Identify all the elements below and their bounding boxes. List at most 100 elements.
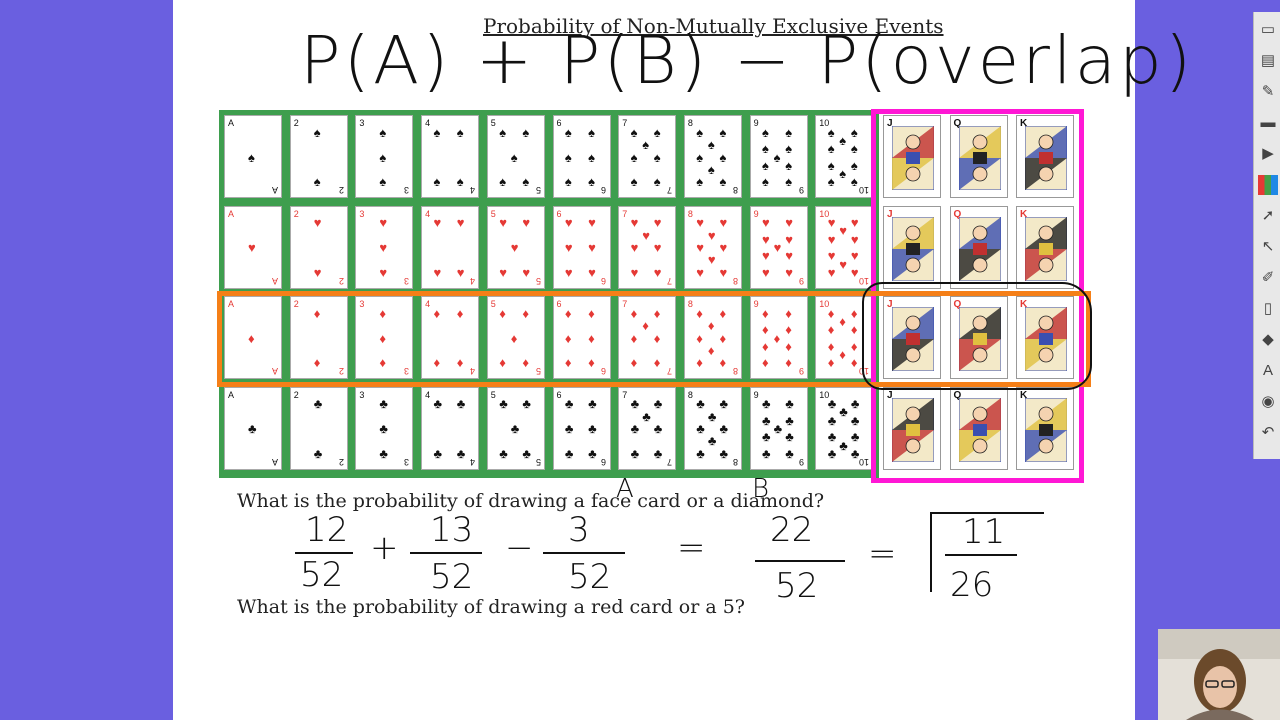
face-card: Q — [949, 115, 1008, 198]
suit-pip-icon: ♠ — [588, 124, 595, 140]
card-rank-label: 5 — [490, 299, 496, 309]
suit-pip-icon: ♠ — [761, 157, 769, 173]
overlap-circle — [862, 282, 1092, 390]
file-icon[interactable]: ▭ — [1260, 21, 1276, 38]
suit-pip-icon: ♠ — [696, 124, 704, 140]
suit-pip-icon: ♠ — [499, 174, 507, 190]
suit-pip-icon: ♣ — [522, 396, 531, 412]
card-rank-label: 5 — [490, 118, 496, 128]
suit-pip-icon: ♠ — [785, 174, 793, 190]
playing-card: 10 10 ♥ ♥ ♥ ♥ ♥ ♥ ♥ ♥ ♥ ♥ — [815, 205, 874, 289]
minus-sign: − — [505, 528, 534, 568]
playing-card: 7 7 ♠ ♠ ♠ ♠ ♠ ♠ ♠ — [618, 115, 677, 198]
card-rank-label: 8 — [732, 185, 738, 195]
page-icon[interactable]: ▤ — [1260, 52, 1276, 69]
color-palette-icon[interactable] — [1258, 175, 1278, 195]
card-rank-label: A — [228, 389, 235, 400]
card-rank-label: 7 — [622, 118, 628, 128]
suit-pip-icon: ♥ — [630, 264, 639, 280]
suit-pip-icon: ♥ — [785, 248, 793, 264]
suit-pip-icon: ♦ — [564, 305, 572, 321]
card-rank-label: 4 — [425, 208, 431, 219]
label-a: A — [616, 474, 634, 504]
suit-pip-icon: ♣ — [499, 396, 508, 412]
card-rank-label: 4 — [470, 456, 476, 467]
suit-pip-icon: ♠ — [630, 174, 638, 190]
face-card-figure — [1025, 216, 1067, 281]
suit-pip-icon: ♦ — [773, 330, 781, 346]
card-rank-label: 6 — [556, 299, 562, 309]
card-rank-label: 4 — [470, 275, 476, 286]
playing-card: 9 9 ♣ ♣ ♣ ♣ ♣ ♣ ♣ ♣ ♣ — [749, 386, 808, 470]
suit-pip-icon: ♥ — [588, 215, 596, 231]
face-card-rank: K — [1020, 299, 1028, 310]
suit-pip-icon: ♣ — [827, 445, 837, 461]
eraser-icon[interactable]: ▯ — [1263, 300, 1273, 317]
suit-pip-icon: ♣ — [379, 445, 388, 461]
arrow-icon[interactable]: ➚ — [1261, 207, 1275, 224]
suit-pip-icon: ♠ — [630, 149, 638, 165]
face-card-figure — [958, 307, 1001, 371]
suit-pip-icon: ♣ — [707, 408, 717, 424]
suit-pip-icon: ♦ — [653, 330, 661, 346]
suit-pip-icon: ♥ — [456, 264, 465, 280]
highlighter-icon[interactable]: ▬ — [1260, 114, 1276, 131]
undo-icon[interactable]: ↶ — [1261, 424, 1275, 441]
card-rank-label: A — [228, 118, 235, 128]
fill-icon[interactable]: ◉ — [1261, 393, 1275, 410]
webcam-overlay — [1158, 629, 1280, 720]
suit-pip-icon: ♠ — [588, 174, 595, 190]
suit-pip-icon: ♥ — [499, 215, 507, 231]
face-card-rank: Q — [953, 208, 962, 220]
pen-icon[interactable]: ✎ — [1261, 83, 1275, 100]
playing-card: A A ♥ — [224, 205, 282, 289]
face-card: K — [1016, 386, 1074, 470]
card-rank-label: 4 — [470, 185, 476, 195]
marker-icon[interactable]: ✐ — [1261, 269, 1275, 286]
suit-pip-icon: ♦ — [850, 322, 858, 338]
playing-card: 4 4 ♣ ♣ ♣ ♣ — [421, 386, 480, 470]
suit-pip-icon: ♥ — [696, 264, 704, 280]
suit-pip-icon: ♦ — [642, 318, 649, 334]
suit-pip-icon: ♣ — [827, 412, 837, 428]
card-rank-label: 5 — [490, 389, 496, 400]
card-rank-label: 2 — [338, 456, 344, 467]
playing-card: 4 4 ♥ ♥ ♥ ♥ — [421, 205, 480, 289]
card-rank-label: 10 — [859, 275, 870, 286]
suit-pip-icon: ♠ — [761, 124, 769, 140]
suit-pip-icon: ♣ — [850, 445, 860, 461]
suit-pip-icon: ♦ — [510, 330, 518, 346]
card-rank-label: 2 — [293, 389, 299, 400]
face-card-rank: J — [887, 208, 893, 220]
suit-pip-icon: ♦ — [785, 305, 792, 321]
suit-pip-icon: ♦ — [707, 318, 715, 334]
answer-box — [930, 512, 1044, 592]
play-icon[interactable]: ▶ — [1262, 145, 1274, 162]
card-rank-label: 7 — [667, 456, 673, 467]
suit-pip-icon: ♦ — [761, 355, 769, 371]
suit-pip-icon: ♦ — [456, 305, 464, 321]
face-card: K — [1016, 205, 1074, 289]
face-card-rank: K — [1020, 208, 1028, 220]
text-icon[interactable]: A — [1262, 362, 1273, 379]
suit-pip-icon: ♣ — [313, 396, 323, 412]
card-rank-label: 4 — [425, 299, 431, 309]
suit-pip-icon: ♠ — [850, 141, 858, 157]
card-rank-label: 4 — [425, 389, 431, 400]
question-2: What is the probability of drawing a red… — [237, 596, 745, 618]
card-rank-label: 3 — [404, 275, 410, 286]
suit-pip-icon: ♠ — [456, 124, 464, 140]
suit-pip-icon: ♠ — [761, 141, 769, 157]
card-rank-label: 5 — [490, 208, 496, 219]
suit-pip-icon: ♠ — [522, 124, 530, 140]
fraction-3-numerator: 3 — [568, 510, 590, 550]
suit-pip-icon: ♠ — [499, 124, 507, 140]
suit-pip-icon: ♠ — [379, 124, 387, 140]
playing-card: 5 5 ♦ ♦ ♦ ♦ ♦ — [486, 296, 545, 379]
shapes-icon[interactable]: ◆ — [1262, 331, 1274, 348]
card-rank-label: 9 — [798, 185, 804, 195]
suit-pip-icon: ♠ — [827, 174, 835, 190]
pointer-icon[interactable]: ↖ — [1261, 238, 1275, 255]
suit-pip-icon: ♣ — [761, 429, 771, 445]
suit-pip-icon: ♦ — [379, 330, 387, 346]
